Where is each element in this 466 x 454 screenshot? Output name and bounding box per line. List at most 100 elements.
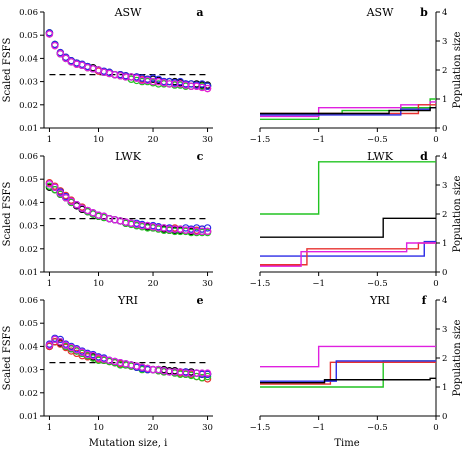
- x-tick-label: 10: [93, 135, 104, 145]
- panel-title: YRI: [117, 294, 138, 307]
- x-tick-label: 30: [202, 423, 213, 433]
- y-tick-label: 2: [442, 66, 447, 76]
- y-axis-label: Scaled FSFS: [2, 326, 13, 391]
- series-line: [260, 377, 436, 384]
- data-point: [171, 368, 179, 376]
- x-tick-label: −1.5: [250, 135, 271, 145]
- data-point: [149, 77, 157, 86]
- panel-letter: a: [196, 6, 203, 19]
- data-point: [182, 226, 190, 234]
- data-point: [45, 180, 54, 188]
- data-point: [203, 227, 212, 236]
- y-tick-label: 4: [442, 296, 447, 306]
- y-tick-label: 3: [442, 37, 447, 47]
- y-tick-label: 0: [442, 124, 447, 134]
- x-tick-label: 1: [47, 423, 52, 433]
- y-tick-label: 0.05: [19, 319, 38, 329]
- data-point: [73, 201, 81, 209]
- panel-letter: c: [197, 150, 204, 163]
- data-point: [149, 365, 157, 374]
- y-tick-label: 0: [442, 412, 447, 422]
- panel-letter: e: [197, 294, 204, 307]
- right-xlabel: Time: [334, 438, 359, 449]
- data-point: [122, 73, 130, 81]
- data-point: [203, 84, 212, 93]
- panel-title: ASW: [366, 6, 394, 19]
- y-tick-label: 0.05: [19, 31, 38, 41]
- series-line: [260, 345, 436, 368]
- y-tick-label: 0.04: [19, 198, 38, 208]
- panel-b: 0 1 2 3 4 −1.5 −1 −0.5 0 ASW b Population size: [250, 6, 463, 145]
- y-tick-label: 0.04: [19, 342, 38, 352]
- data-point: [138, 76, 146, 85]
- series-line: [260, 161, 436, 215]
- data-point: [56, 50, 65, 58]
- panel-e: 0.01 0.02 0.03 0.04 0.05 0.06 1 10 20 30 YRI e Scale…: [2, 294, 213, 433]
- x-tick-label: −1: [312, 423, 325, 433]
- data-point: [51, 183, 59, 192]
- y-tick-label: 0.03: [19, 366, 38, 376]
- left-xlabel: Mutation size, i: [89, 438, 168, 449]
- x-tick-label: 10: [93, 279, 104, 289]
- panel-title: LWK: [367, 150, 394, 163]
- panel-title: YRI: [369, 294, 390, 307]
- y-tick-label: 0.02: [19, 245, 38, 255]
- data-point: [203, 369, 212, 377]
- data-point: [165, 225, 174, 233]
- series-line: [260, 217, 436, 238]
- data-point: [62, 194, 70, 202]
- data-point: [203, 224, 212, 232]
- y-tick-label: 0.01: [19, 124, 38, 134]
- y-tick-label: 4: [442, 152, 447, 162]
- y-tick-label: 4: [442, 8, 447, 18]
- data-point: [198, 369, 206, 377]
- x-tick-label: 20: [148, 423, 159, 433]
- x-tick-label: −1.5: [250, 279, 271, 289]
- panel-letter: b: [420, 6, 428, 19]
- series-line: [260, 240, 436, 257]
- panel-c: 0.01 0.02 0.03 0.04 0.05 0.06 1 10 20 30 LWK c Scale…: [2, 150, 213, 289]
- y-tick-label: 0.06: [19, 152, 38, 162]
- y-tick-label: 0.05: [19, 175, 38, 185]
- data-point: [45, 341, 54, 349]
- data-point: [51, 41, 59, 50]
- x-tick-label: 0: [433, 135, 438, 145]
- y-tick-label: 0.06: [19, 8, 38, 18]
- y-tick-label: 0.04: [19, 54, 38, 64]
- data-point: [182, 369, 190, 377]
- panel-d: 0 1 2 3 4 −1.5 −1 −0.5 0 LWK d Population size: [250, 150, 463, 289]
- y-tick-label: 0.06: [19, 296, 38, 306]
- y-axis-label: Scaled FSFS: [2, 38, 13, 103]
- x-tick-label: 1: [47, 279, 52, 289]
- data-point: [45, 30, 54, 38]
- panel-f: 0 1 2 3 4 −1.5 −1 −0.5 0 YRI f Population size: [250, 294, 463, 433]
- y-tick-label: 0.03: [19, 78, 38, 88]
- data-point: [165, 368, 174, 376]
- x-tick-label: −1: [312, 135, 325, 145]
- data-point: [198, 227, 206, 236]
- y-tick-label: 0.01: [19, 268, 38, 278]
- y-axis-label: Population size: [452, 320, 463, 397]
- data-point: [67, 197, 75, 205]
- y-tick-label: 1: [442, 239, 447, 249]
- x-tick-label: −1.5: [250, 423, 271, 433]
- panel-letter: f: [422, 294, 428, 307]
- data-point: [56, 189, 65, 197]
- x-tick-label: 0: [433, 423, 438, 433]
- data-point: [165, 80, 174, 88]
- data-point: [192, 369, 201, 377]
- y-tick-label: 1: [442, 95, 447, 105]
- panel-a: 0.01 0.02 0.03 0.04 0.05 0.06 1 10 20 30 ASW a Scale…: [2, 6, 213, 145]
- y-tick-label: 0.02: [19, 389, 38, 399]
- x-tick-label: 30: [202, 135, 213, 145]
- x-tick-label: 1: [47, 135, 52, 145]
- series-line: [260, 107, 436, 115]
- y-tick-label: 3: [442, 325, 447, 335]
- series-line: [260, 242, 436, 266]
- x-tick-label: 20: [148, 135, 159, 145]
- y-tick-label: 3: [442, 181, 447, 191]
- y-tick-label: 0: [442, 268, 447, 278]
- data-point: [187, 82, 195, 90]
- y-axis-label: Population size: [452, 176, 463, 253]
